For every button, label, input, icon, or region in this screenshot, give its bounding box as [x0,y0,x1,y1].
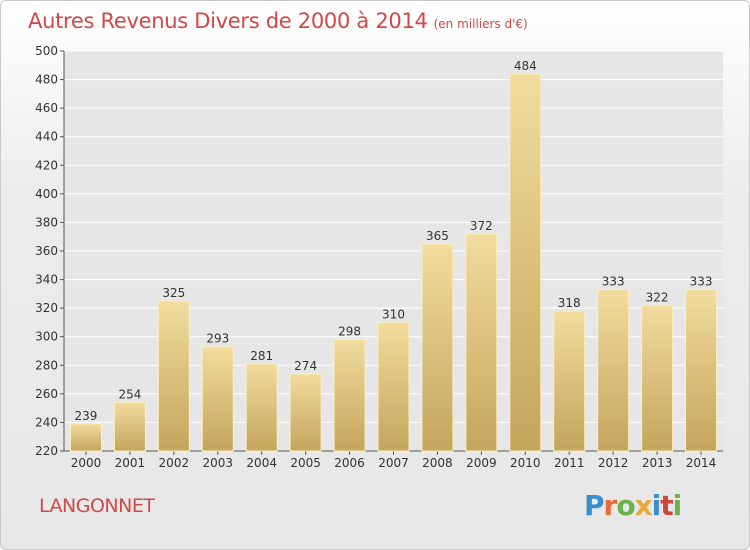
bar [245,363,278,452]
data-label: 365 [426,229,449,243]
data-label: 239 [75,409,98,423]
data-label: 254 [118,387,141,401]
logo-letter: o [616,489,635,522]
data-label: 318 [558,296,581,310]
y-tick-label: 280 [35,358,58,372]
x-tick-label: 2008 [422,456,453,470]
x-tick-label: 2011 [554,456,585,470]
labels: 220 240 260 280 300 320 340 360 380 400 420 440 460 4… [35,44,716,470]
y-tick-label: 500 [35,44,58,58]
y-tick-label: 400 [35,187,58,201]
bar [509,73,542,452]
bar [685,289,718,452]
bar [597,289,630,452]
y-tick-label: 460 [35,101,58,115]
bar [421,243,454,452]
bar [553,310,586,452]
y-tick-label: 440 [35,130,58,144]
bar [201,346,234,452]
bar [641,304,674,452]
y-tick-label: 240 [35,415,58,429]
data-label: 298 [338,325,361,339]
x-tick-label: 2006 [334,456,365,470]
title-area: Autres Revenus Divers de 2000 à 2014 (en … [28,9,528,33]
bar [157,300,190,452]
data-label: 333 [602,275,625,289]
bar [465,233,498,452]
bars [69,73,718,452]
y-tick-label: 320 [35,301,58,315]
bar [377,321,410,452]
data-label: 310 [382,307,405,321]
x-tick-label: 2000 [71,456,102,470]
y-tick-label: 420 [35,158,58,172]
y-tick-label: 220 [35,444,58,458]
data-label: 281 [250,349,273,363]
x-tick-label: 2005 [290,456,321,470]
logo-letter: P [584,489,605,522]
data-label: 274 [294,359,317,373]
y-tick-label: 360 [35,244,58,258]
logo-letter: i [672,489,683,522]
data-label: 372 [470,219,493,233]
logo-letter: x [634,489,653,522]
y-tick-label: 300 [35,330,58,344]
data-label: 293 [206,332,229,346]
x-tick-label: 2014 [686,456,717,470]
x-tick-label: 2007 [378,456,409,470]
data-label: 322 [646,290,669,304]
data-label: 325 [162,286,185,300]
y-tick-label: 380 [35,215,58,229]
x-tick-label: 2012 [598,456,629,470]
bar [69,423,102,452]
logo-letter: r [603,489,618,522]
logo-letter: i [651,489,662,522]
chart-title: Autres Revenus Divers de 2000 à 2014 [28,9,428,33]
y-tick-label: 480 [35,73,58,87]
x-tick-label: 2010 [510,456,541,470]
proxiti-logo[interactable]: Proxiti [584,489,683,522]
x-tick-label: 2002 [159,456,190,470]
bar [333,339,366,452]
chart-subtitle: (en milliers d'€) [433,17,528,31]
y-tick-label: 340 [35,273,58,287]
x-tick-label: 2003 [202,456,233,470]
data-label: 333 [690,275,713,289]
x-tick-label: 2013 [642,456,673,470]
y-tick-label: 260 [35,387,58,401]
data-label: 484 [514,59,537,73]
logo-letter: t [660,489,673,522]
x-tick-label: 2001 [115,456,146,470]
x-tick-label: 2004 [246,456,277,470]
commune-name: LANGONNET [39,495,155,517]
bar [289,373,322,452]
x-tick-label: 2009 [466,456,497,470]
bar [113,401,146,452]
